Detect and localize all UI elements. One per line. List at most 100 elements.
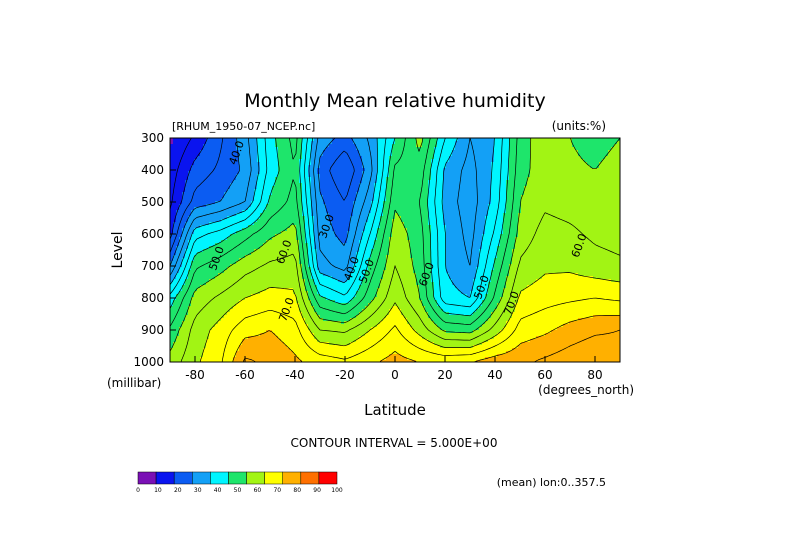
heatmap-cell	[179, 150, 183, 154]
heatmap-cell	[227, 213, 231, 217]
heatmap-cell	[260, 183, 264, 187]
heatmap-cell	[575, 222, 579, 226]
heatmap-cell	[221, 165, 225, 169]
heatmap-cell	[587, 147, 591, 151]
heatmap-cell	[605, 198, 609, 202]
heatmap-cell	[212, 195, 216, 199]
heatmap-cell	[179, 147, 183, 151]
heatmap-cell	[590, 168, 594, 172]
heatmap-cell	[593, 222, 597, 226]
heatmap-cell	[203, 147, 207, 151]
heatmap-cell	[395, 174, 399, 178]
heatmap-cell	[311, 198, 315, 202]
heatmap-cell	[467, 234, 471, 238]
heatmap-cell	[545, 192, 549, 196]
heatmap-cell	[458, 228, 462, 232]
heatmap-cell	[182, 138, 186, 142]
heatmap-cell	[431, 201, 435, 205]
heatmap-cell	[194, 183, 198, 187]
heatmap-cell	[227, 150, 231, 154]
heatmap-cell	[608, 177, 612, 181]
heatmap-cell	[323, 174, 327, 178]
heatmap-cell	[575, 153, 579, 157]
heatmap-cell	[533, 138, 537, 142]
heatmap-cell	[314, 222, 318, 226]
heatmap-cell	[176, 225, 180, 229]
heatmap-cell	[407, 207, 411, 211]
heatmap-cell	[533, 198, 537, 202]
heatmap-cell	[554, 171, 558, 175]
heatmap-cell	[185, 168, 189, 172]
heatmap-cell	[431, 225, 435, 229]
heatmap-cell	[476, 153, 480, 157]
heatmap-cell	[614, 207, 618, 211]
heatmap-cell	[194, 198, 198, 202]
heatmap-cell	[482, 177, 486, 181]
heatmap-cell	[596, 186, 600, 190]
heatmap-cell	[362, 183, 366, 187]
heatmap-cell	[308, 195, 312, 199]
heatmap-cell	[203, 201, 207, 205]
heatmap-cell	[287, 168, 291, 172]
heatmap-cell	[395, 144, 399, 148]
heatmap-cell	[320, 183, 324, 187]
heatmap-cell	[524, 192, 528, 196]
heatmap-cell	[464, 201, 468, 205]
heatmap-cell	[377, 234, 381, 238]
heatmap-cell	[365, 225, 369, 229]
heatmap-cell	[443, 156, 447, 160]
heatmap-cell	[179, 195, 183, 199]
heatmap-cell	[404, 189, 408, 193]
heatmap-cell	[257, 198, 261, 202]
heatmap-cell	[416, 183, 420, 187]
heatmap-cell	[476, 177, 480, 181]
heatmap-cell	[515, 174, 519, 178]
heatmap-cell	[485, 210, 489, 214]
heatmap-cell	[467, 198, 471, 202]
heatmap-cell	[206, 171, 210, 175]
heatmap-cell	[509, 231, 513, 235]
heatmap-cell	[350, 201, 354, 205]
heatmap-cell	[545, 210, 549, 214]
heatmap-cell	[278, 204, 282, 208]
heatmap-cell	[221, 231, 225, 235]
heatmap-cell	[539, 144, 543, 148]
heatmap-cell	[203, 144, 207, 148]
heatmap-cell	[431, 162, 435, 166]
heatmap-cell	[419, 138, 423, 142]
heatmap-cell	[548, 177, 552, 181]
heatmap-cell	[371, 156, 375, 160]
heatmap-cell	[278, 228, 282, 232]
heatmap-cell	[509, 147, 513, 151]
heatmap-cell	[479, 159, 483, 163]
heatmap-cell	[209, 195, 213, 199]
heatmap-cell	[182, 234, 186, 238]
heatmap-cell	[245, 150, 249, 154]
heatmap-cell	[602, 207, 606, 211]
heatmap-cell	[569, 207, 573, 211]
heatmap-cell	[197, 174, 201, 178]
heatmap-cell	[299, 165, 303, 169]
heatmap-cell	[530, 192, 534, 196]
heatmap-cell	[395, 231, 399, 235]
heatmap-cell	[374, 150, 378, 154]
heatmap-cell	[551, 174, 555, 178]
heatmap-cell	[551, 165, 555, 169]
heatmap-cell	[224, 225, 228, 229]
heatmap-cell	[554, 150, 558, 154]
heatmap-cell	[446, 141, 450, 145]
heatmap-cell	[572, 198, 576, 202]
heatmap-cell	[554, 138, 558, 142]
heatmap-cell	[476, 216, 480, 220]
heatmap-cell	[617, 168, 620, 172]
heatmap-cell	[605, 141, 609, 145]
heatmap-cell	[605, 210, 609, 214]
heatmap-cell	[236, 177, 240, 181]
heatmap-cell	[212, 192, 216, 196]
heatmap-cell	[581, 207, 585, 211]
heatmap-cell	[311, 141, 315, 145]
heatmap-cell	[290, 228, 294, 232]
heatmap-cell	[230, 204, 234, 208]
heatmap-cell	[596, 174, 600, 178]
heatmap-cell	[617, 198, 620, 202]
